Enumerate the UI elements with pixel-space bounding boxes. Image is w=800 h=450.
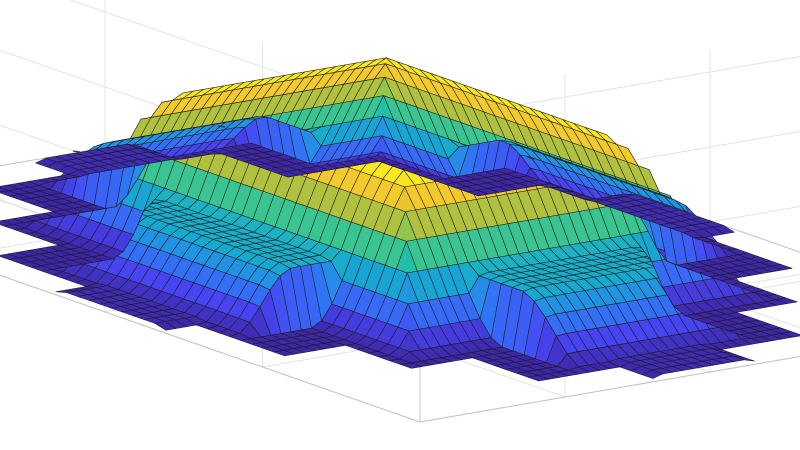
axis-tick-3 (527, 156, 535, 160)
axis-tick-0 (217, 125, 226, 128)
surface-facet (613, 193, 636, 197)
axis-ticks (72, 125, 693, 215)
surface-facet (126, 143, 149, 150)
surface-facet (367, 155, 390, 162)
surface-facet (495, 167, 517, 175)
axis-tick-4 (684, 211, 693, 215)
axis-tick-1 (72, 150, 81, 153)
surface-facet (240, 142, 263, 149)
axis-box-edge-3 (0, 274, 421, 423)
surface-mesh (0, 57, 800, 382)
axis-box-edge-4 (419, 355, 800, 423)
